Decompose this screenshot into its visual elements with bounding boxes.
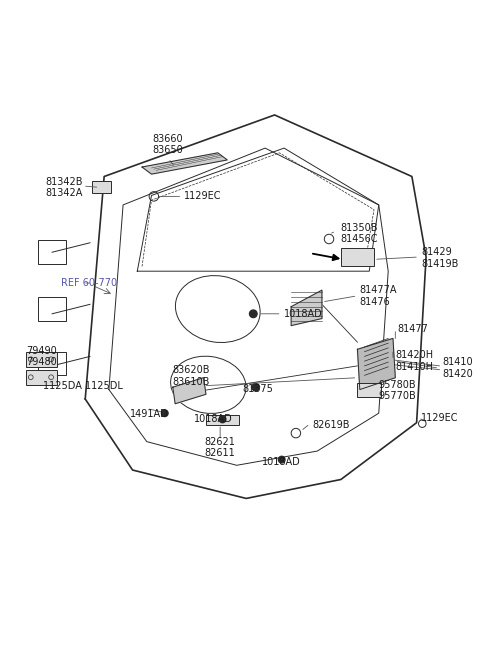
FancyBboxPatch shape <box>26 370 57 385</box>
Polygon shape <box>142 153 227 174</box>
Text: REF 60-770: REF 60-770 <box>60 278 117 288</box>
Text: 1018AD: 1018AD <box>262 457 301 466</box>
Polygon shape <box>291 290 322 325</box>
Polygon shape <box>173 378 206 403</box>
Text: 83620B
83610B: 83620B 83610B <box>173 365 210 387</box>
Text: 1491AD: 1491AD <box>130 409 168 419</box>
Text: 82619B: 82619B <box>312 420 350 430</box>
Text: 83660
83650: 83660 83650 <box>153 134 183 155</box>
Text: 1018AD: 1018AD <box>284 309 323 319</box>
Text: 81477A
81476: 81477A 81476 <box>360 285 397 306</box>
Polygon shape <box>358 338 396 390</box>
FancyBboxPatch shape <box>92 181 111 193</box>
FancyBboxPatch shape <box>206 415 239 425</box>
Text: 81429
81419B: 81429 81419B <box>421 247 459 269</box>
Circle shape <box>161 410 168 417</box>
Text: 82621
82611: 82621 82611 <box>204 436 236 458</box>
Text: 81375: 81375 <box>242 384 274 394</box>
Text: 1129EC: 1129EC <box>421 413 459 423</box>
Text: 79490
79480: 79490 79480 <box>26 346 57 367</box>
Text: 95780B
95770B: 95780B 95770B <box>379 380 417 401</box>
Text: 1018AD: 1018AD <box>194 414 233 424</box>
Circle shape <box>252 383 259 391</box>
Text: 81420H
81410H: 81420H 81410H <box>396 350 433 372</box>
Text: 81350B
81456C: 81350B 81456C <box>341 222 378 244</box>
Circle shape <box>219 416 226 422</box>
Circle shape <box>250 310 257 318</box>
FancyBboxPatch shape <box>358 383 381 397</box>
FancyBboxPatch shape <box>341 247 374 266</box>
Text: 81342B
81342A: 81342B 81342A <box>45 176 83 198</box>
Text: 81477: 81477 <box>398 324 429 334</box>
Text: 1129EC: 1129EC <box>184 192 221 201</box>
Text: 81410
81420: 81410 81420 <box>443 358 473 379</box>
FancyBboxPatch shape <box>26 352 57 367</box>
Circle shape <box>278 457 285 463</box>
Text: 1125DA 1125DL: 1125DA 1125DL <box>43 380 122 391</box>
